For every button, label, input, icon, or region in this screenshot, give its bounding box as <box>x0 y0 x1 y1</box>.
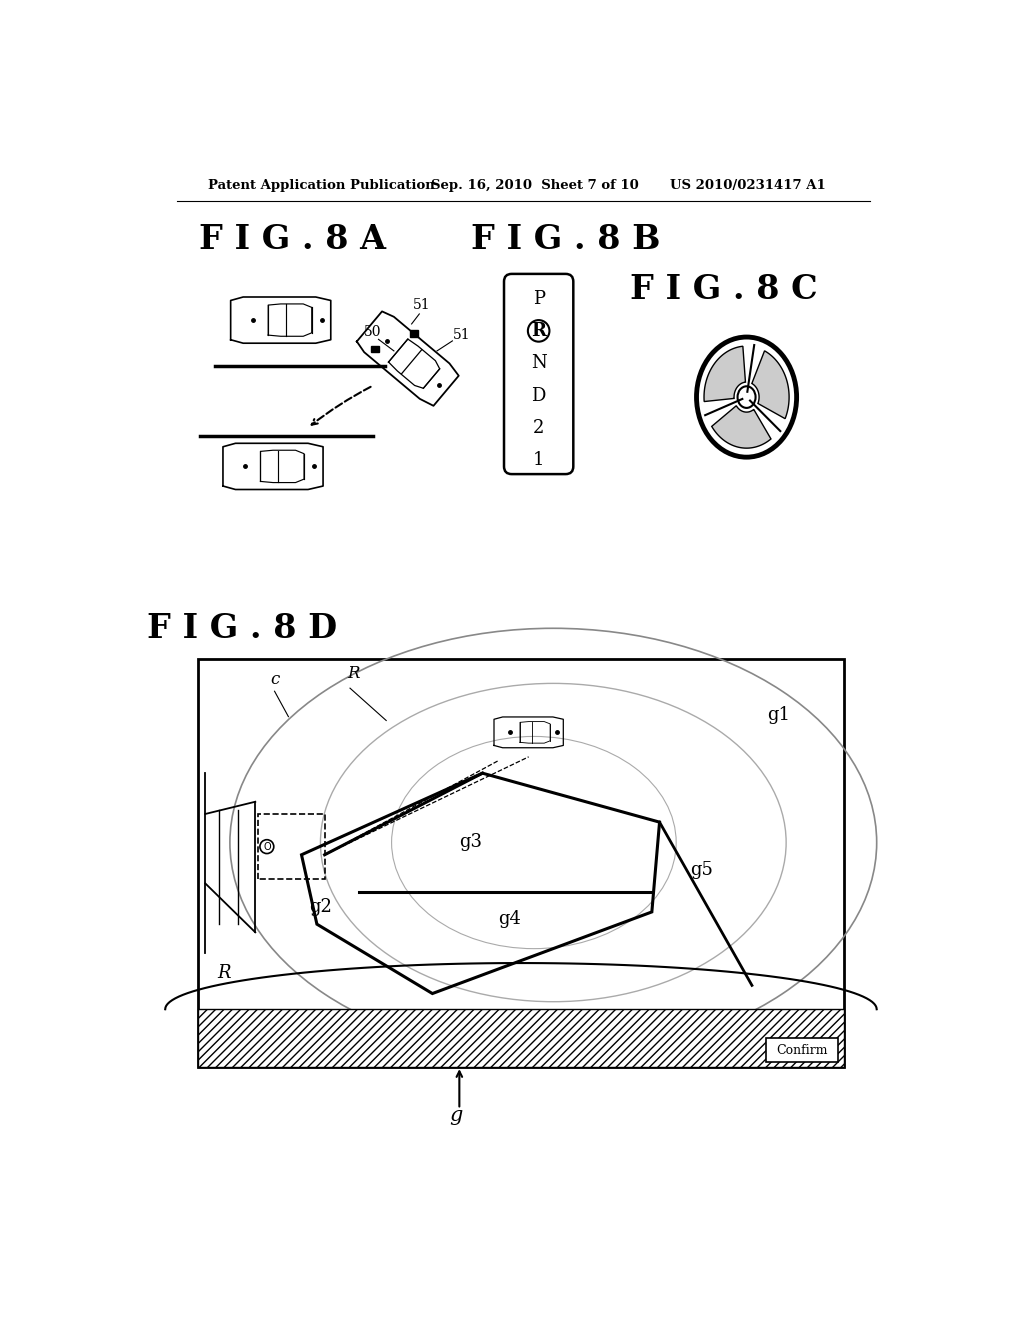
Text: O: O <box>263 842 270 851</box>
Text: F I G . 8 D: F I G . 8 D <box>147 611 337 644</box>
Text: c: c <box>270 671 280 688</box>
Text: US 2010/0231417 A1: US 2010/0231417 A1 <box>670 178 825 191</box>
Text: 2: 2 <box>532 418 545 437</box>
Text: 1: 1 <box>532 451 545 469</box>
Text: Patent Application Publication: Patent Application Publication <box>208 178 434 191</box>
Text: g: g <box>450 1106 463 1125</box>
Text: P: P <box>532 289 545 308</box>
Text: g4: g4 <box>498 911 521 928</box>
Text: Confirm: Confirm <box>776 1044 827 1056</box>
Text: 51: 51 <box>453 329 470 342</box>
Text: Sep. 16, 2010  Sheet 7 of 10: Sep. 16, 2010 Sheet 7 of 10 <box>431 178 639 191</box>
Text: F I G . 8 B: F I G . 8 B <box>471 223 660 256</box>
FancyBboxPatch shape <box>766 1038 839 1063</box>
Text: g5: g5 <box>690 861 714 879</box>
Text: F I G . 8 C: F I G . 8 C <box>630 273 817 306</box>
Text: 50: 50 <box>365 325 382 338</box>
FancyBboxPatch shape <box>504 275 573 474</box>
Text: R: R <box>531 322 546 339</box>
Text: 51: 51 <box>413 297 430 312</box>
Polygon shape <box>198 1010 845 1067</box>
Polygon shape <box>712 405 771 449</box>
Polygon shape <box>372 346 379 352</box>
Polygon shape <box>705 346 745 401</box>
Text: R: R <box>217 965 230 982</box>
Polygon shape <box>752 351 790 418</box>
Text: g1: g1 <box>767 706 791 725</box>
Text: N: N <box>530 354 547 372</box>
Text: g3: g3 <box>460 833 482 850</box>
Polygon shape <box>410 330 418 337</box>
Text: D: D <box>531 387 546 404</box>
Text: g2: g2 <box>309 898 332 916</box>
Text: R: R <box>348 665 360 682</box>
Text: F I G . 8 A: F I G . 8 A <box>199 223 386 256</box>
